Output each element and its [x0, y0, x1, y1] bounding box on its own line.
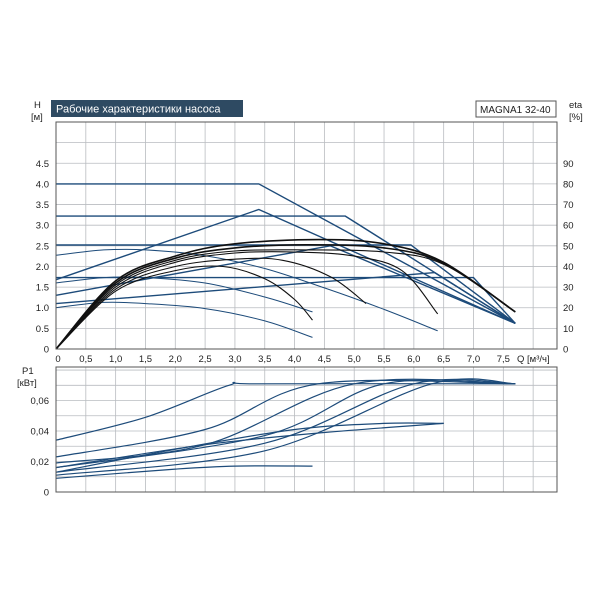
eta-curve [55, 251, 439, 350]
eta-curve [55, 243, 516, 350]
h-tick-label: 4.5 [36, 159, 49, 170]
q-tick-label: 7,5 [497, 354, 510, 365]
p1-tick-label: 0 [44, 488, 49, 499]
h-axis-unit: [м] [31, 112, 43, 123]
power-curve [55, 422, 444, 469]
head-curve-proportional-pressure [55, 208, 516, 325]
eta-tick-label: 20 [563, 303, 574, 314]
eta-curve [55, 238, 516, 350]
eta-tick-label: 0 [563, 345, 568, 356]
power-grid [56, 367, 557, 492]
power-curve [55, 378, 516, 473]
p1-tick-label: 0,06 [31, 396, 50, 407]
chart-title: Рабочие характеристики насоса [56, 104, 221, 116]
head-curve-constant-pressure [56, 244, 516, 324]
p1-tick-label: 0,04 [31, 427, 50, 438]
h-axis-symbol: H [34, 100, 41, 111]
q-tick-label: 7,0 [467, 354, 480, 365]
h-tick-label: 1.0 [36, 303, 49, 314]
h-tick-label: 1.5 [36, 283, 49, 294]
power-curves [55, 378, 516, 479]
eta-tick-label: 80 [563, 179, 574, 190]
head-curve-proportional-pressure [55, 271, 516, 324]
model-box [475, 100, 557, 118]
head-curve-fixed-speed [55, 276, 313, 313]
head-eta-panel: 0 0,5 1,0 1,5 2,0 2,5 3,0 3,5 4,0 4,5 5,0 5,5 6,0 6,5… [31, 100, 583, 365]
q-tick-label: 1,0 [109, 354, 122, 365]
eta-curve [55, 249, 516, 350]
q-tick-label: 4,5 [318, 354, 331, 365]
q-axis-ticks: 0 0,5 1,0 1,5 2,0 2,5 3,0 3,5 4,0 4,5 5,0 5,5 6,0 6,5… [55, 354, 510, 365]
title-bar [51, 100, 243, 117]
q-tick-label: 5,0 [348, 354, 361, 365]
q-tick-label: 6,0 [407, 354, 420, 365]
eta-tick-label: 70 [563, 200, 574, 211]
h-tick-label: 3.0 [36, 221, 49, 232]
head-curves [55, 183, 516, 338]
p1-axis-symbol: P1 [22, 366, 34, 377]
eta-tick-label: 50 [563, 241, 574, 252]
eta-tick-label: 40 [563, 262, 574, 273]
eta-curves [55, 238, 516, 350]
p1-tick-label: 0,02 [31, 457, 50, 468]
head-curve-proportional-pressure [55, 245, 516, 325]
q-tick-label: 3,5 [258, 354, 271, 365]
model-label: MAGNA1 32-40 [480, 105, 551, 116]
head-plot-frame [55, 121, 558, 350]
power-panel: 0 0,02 0,04 0,06 P1 [кВт] [17, 366, 558, 499]
head-curve-constant-pressure [56, 276, 516, 324]
h-tick-label: 2.0 [36, 262, 49, 273]
h-axis-ticks: 0 0.5 1.0 1.5 2.0 2.5 3.0 3.5 4.0 4.5 [36, 159, 49, 356]
eta-axis-ticks: 0 10 20 30 40 50 60 70 80 90 [563, 159, 574, 356]
q-tick-label: 2,5 [198, 354, 211, 365]
q-tick-label: 6,5 [437, 354, 450, 365]
q-tick-label: 0 [55, 354, 60, 365]
power-curve [55, 378, 516, 476]
h-tick-label: 0.5 [36, 324, 49, 335]
power-plot-frame [55, 366, 558, 493]
q-tick-label: 0,5 [79, 354, 92, 365]
eta-axis-unit: [%] [569, 112, 583, 123]
q-tick-label: 1,5 [139, 354, 152, 365]
q-tick-label: 3,0 [228, 354, 241, 365]
eta-curve [55, 257, 367, 350]
power-curve [55, 381, 516, 441]
q-tick-label: 4,0 [288, 354, 301, 365]
eta-curve [55, 265, 313, 350]
power-curve [55, 465, 313, 479]
power-curve [55, 379, 516, 458]
eta-tick-label: 60 [563, 221, 574, 232]
h-tick-label: 4.0 [36, 179, 49, 190]
q-axis-label: Q [м³/ч] [517, 354, 550, 365]
h-tick-label: 3.5 [36, 200, 49, 211]
head-curve-fixed-speed [55, 248, 438, 332]
q-tick-label: 2,0 [169, 354, 182, 365]
eta-tick-label: 30 [563, 283, 574, 294]
h-tick-label: 0 [44, 345, 49, 356]
p1-axis-unit: [кВт] [17, 378, 37, 389]
eta-axis-symbol: eta [569, 100, 583, 111]
p1-axis-ticks: 0 0,02 0,04 0,06 [31, 396, 50, 498]
eta-tick-label: 90 [563, 159, 574, 170]
power-curve [55, 422, 444, 473]
head-grid [56, 122, 557, 349]
q-tick-label: 5,5 [377, 354, 390, 365]
eta-tick-label: 10 [563, 324, 574, 335]
h-tick-label: 2.5 [36, 241, 49, 252]
